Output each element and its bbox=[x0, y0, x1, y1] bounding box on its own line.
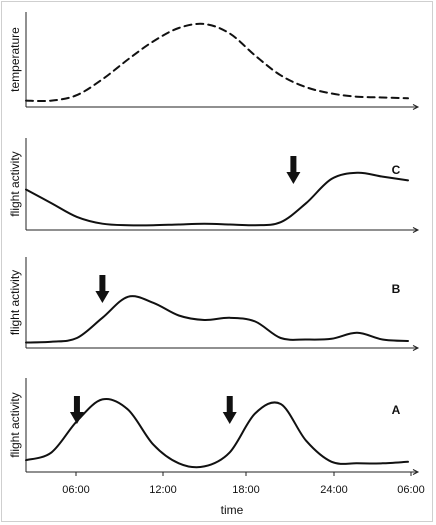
x-tick-label: 06:00 bbox=[62, 484, 90, 496]
arrow-shaft bbox=[290, 156, 297, 174]
x-tick-label: 12:00 bbox=[149, 484, 177, 496]
arrow-shaft bbox=[226, 396, 233, 414]
x-axis: 06:00 12:00 18:00 24:00 06:00 time bbox=[62, 472, 425, 517]
y-axis-label: temperature bbox=[8, 27, 22, 92]
x-axis-arrow bbox=[412, 469, 420, 475]
series-line bbox=[25, 397, 409, 469]
event-arrow-icon bbox=[95, 275, 110, 303]
y-axis-label: flight activity bbox=[8, 270, 22, 335]
y-axis-label: flight activity bbox=[8, 151, 22, 216]
arrow-head bbox=[286, 172, 301, 184]
panel-letter: C bbox=[392, 163, 401, 177]
series-line bbox=[25, 22, 409, 103]
x-axis-title: time bbox=[221, 503, 244, 517]
series-line bbox=[25, 295, 409, 344]
x-axis-arrow bbox=[412, 104, 420, 110]
arrow-head bbox=[222, 412, 237, 424]
x-tick-label: 24:00 bbox=[320, 484, 348, 496]
y-axis-label: flight activity bbox=[8, 392, 22, 457]
arrow-head bbox=[69, 412, 84, 424]
event-arrow-icon bbox=[286, 156, 301, 184]
panel-temperature: temperature bbox=[8, 12, 420, 110]
x-tick-label: 06:00 bbox=[397, 484, 425, 496]
panel-letter: B bbox=[392, 282, 401, 296]
panel-C: flight activity C bbox=[8, 138, 420, 233]
event-arrow-icon bbox=[69, 396, 84, 424]
x-axis-arrow bbox=[412, 345, 420, 351]
arrow-shaft bbox=[73, 396, 80, 414]
series-line bbox=[25, 171, 409, 227]
panel-letter: A bbox=[392, 403, 401, 417]
panel-A: flight activity A bbox=[8, 378, 420, 475]
arrow-shaft bbox=[99, 275, 106, 293]
x-tick-label: 18:00 bbox=[232, 484, 260, 496]
panel-B: flight activity B bbox=[8, 257, 420, 351]
event-arrow-icon bbox=[222, 396, 237, 424]
x-axis-arrow bbox=[412, 227, 420, 233]
arrow-head bbox=[95, 291, 110, 303]
